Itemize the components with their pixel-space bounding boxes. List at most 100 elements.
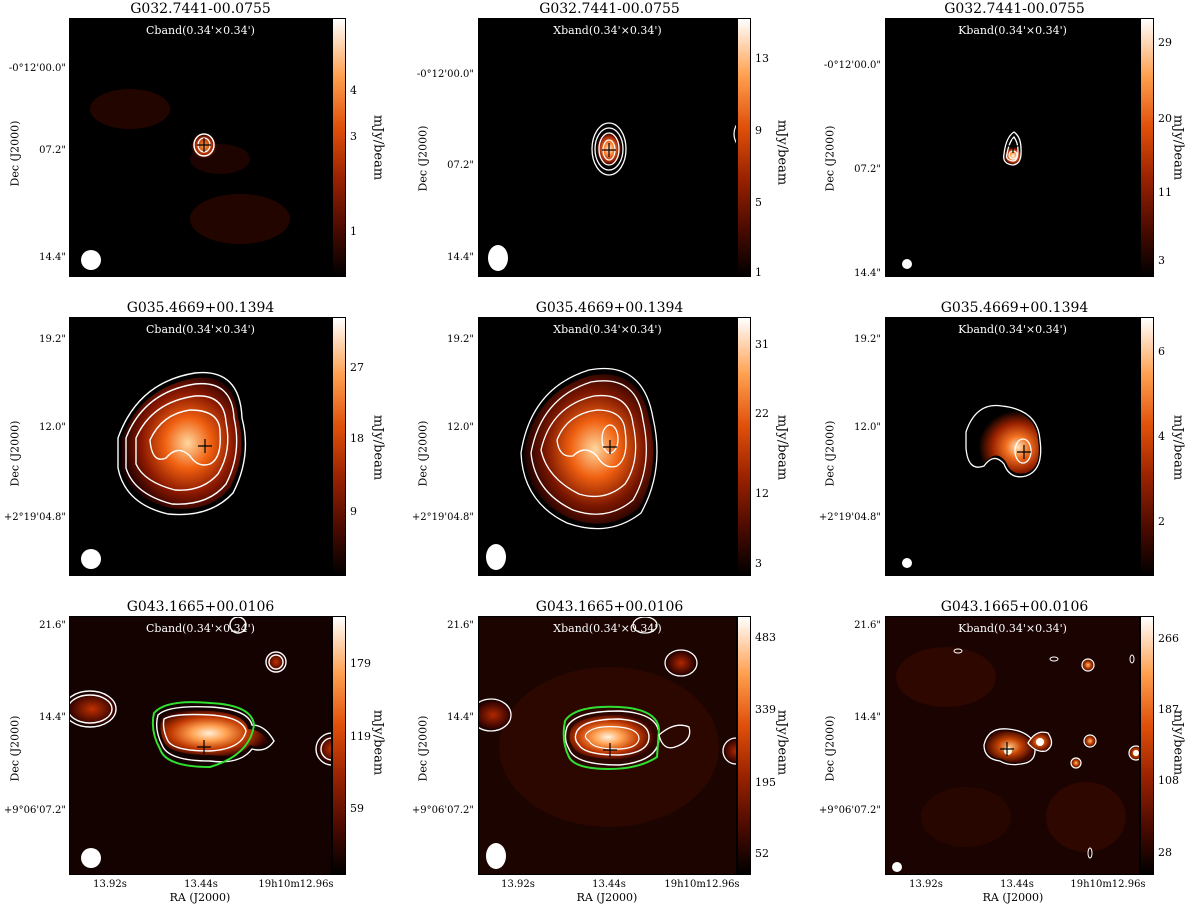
colorbar-tick: 22 [755, 407, 769, 420]
dec-axis-label: Dec (J2000) [823, 715, 837, 782]
colorbar-tick: 28 [1158, 846, 1172, 859]
colorbar-label: mJy/beam [1170, 114, 1186, 181]
band-label: Cband(0.34'×0.34') [146, 622, 255, 635]
panel-title: G035.4669+00.1394 [535, 300, 684, 316]
colorbar-label: mJy/beam [774, 709, 790, 776]
dec-tick-label: 07.2" [854, 164, 881, 175]
ra-tick-label: 13.44s [592, 879, 626, 890]
colorbar-tick: 9 [755, 124, 762, 137]
dec-tick-label: 14.4" [39, 252, 66, 263]
colorbar-tick: 339 [755, 703, 776, 716]
dec-tick-label: 19.2" [39, 334, 66, 345]
colorbar-tick: 59 [350, 802, 364, 815]
band-label: Cband(0.34'×0.34') [146, 24, 255, 37]
colorbar-tick: 52 [755, 847, 769, 860]
panel-title: G032.7441-00.0755 [130, 1, 271, 17]
radio-map-image: Cband(0.34'×0.34') [69, 317, 332, 576]
colorbar-label: mJy/beam [370, 709, 386, 776]
colorbar [332, 18, 346, 277]
band-label: Xband(0.34'×0.34') [553, 323, 662, 336]
ra-tick-label: 13.92s [501, 879, 535, 890]
dec-tick-label: 14.4" [854, 712, 881, 723]
dec-tick-label: 12.0" [447, 422, 474, 433]
colorbar-tick: 29 [1158, 36, 1172, 49]
colorbar-tick: 1 [350, 225, 357, 238]
ra-tick-label: 13.92s [93, 879, 127, 890]
band-label: Xband(0.34'×0.34') [553, 622, 662, 635]
dec-tick-label: +9°06'07.2" [3, 805, 66, 816]
dec-tick-label: -0°12'00.0" [8, 63, 66, 74]
dec-tick-label: +2°19'04.8" [3, 512, 66, 523]
colorbar-tick: 119 [350, 730, 371, 743]
dec-tick-label: -0°12'00.0" [416, 69, 474, 80]
dec-tick-label: 07.2" [39, 145, 66, 156]
colorbar [737, 616, 751, 875]
dec-axis-label: Dec (J2000) [8, 120, 22, 187]
colorbar [1140, 616, 1154, 875]
dec-tick-label: +2°19'04.8" [411, 512, 474, 523]
band-label: Kband(0.34'×0.34') [958, 24, 1067, 37]
dec-tick-label: -0°12'00.0" [823, 60, 881, 71]
dec-tick-label: 19.2" [447, 334, 474, 345]
panel-title: G032.7441-00.0755 [539, 1, 680, 17]
colorbar-tick: 18 [350, 432, 364, 445]
panel-title: G043.1665+00.0106 [126, 599, 275, 615]
colorbar [332, 317, 346, 576]
colorbar-tick: 12 [755, 487, 769, 500]
radio-map-image: Kband(0.34'×0.34') [885, 616, 1140, 875]
colorbar-tick: 13 [755, 52, 769, 65]
dec-tick-label: 07.2" [447, 160, 474, 171]
dec-axis-label: Dec (J2000) [8, 420, 22, 487]
ra-tick-label: 13.44s [184, 879, 218, 890]
dec-tick-label: +9°06'07.2" [411, 805, 474, 816]
panel-title: G035.4669+00.1394 [126, 300, 275, 316]
ra-axis-label: RA (J2000) [169, 891, 231, 904]
ra-tick-label: 19h10m12.96s [664, 879, 740, 890]
colorbar-tick: 4 [350, 84, 357, 97]
dec-tick-label: +9°06'07.2" [818, 805, 881, 816]
colorbar-label: mJy/beam [1170, 414, 1186, 481]
dec-tick-label: 21.6" [854, 620, 881, 631]
ra-tick-label: 13.92s [909, 879, 943, 890]
colorbar-label: mJy/beam [370, 414, 386, 481]
dec-tick-label: 14.4" [447, 712, 474, 723]
dec-tick-label: 12.0" [39, 422, 66, 433]
dec-tick-label: 14.4" [854, 268, 881, 279]
colorbar-tick: 3 [1158, 254, 1165, 267]
colorbar-tick: 187 [1158, 703, 1179, 716]
panel-title: G035.4669+00.1394 [940, 300, 1089, 316]
panel-title: G043.1665+00.0106 [535, 599, 684, 615]
dec-tick-label: 14.4" [39, 712, 66, 723]
panel-title: G032.7441-00.0755 [944, 1, 1085, 17]
radio-map-image: Kband(0.34'×0.34') [885, 18, 1140, 277]
radio-map-image: Kband(0.34'×0.34') [885, 317, 1140, 576]
dec-tick-label: 14.4" [447, 252, 474, 263]
colorbar-tick: 9 [350, 505, 357, 518]
radio-map-image: Cband(0.34'×0.34') [69, 18, 332, 277]
colorbar-tick: 3 [350, 130, 357, 143]
colorbar-tick: 6 [1158, 345, 1165, 358]
colorbar-label: mJy/beam [370, 114, 386, 181]
ra-tick-label: 13.44s [1000, 879, 1034, 890]
colorbar-tick: 483 [755, 631, 776, 644]
ra-tick-label: 19h10m12.96s [258, 879, 334, 890]
radio-map-image: Cband(0.34'×0.34') [69, 616, 332, 875]
dec-axis-label: Dec (J2000) [416, 420, 430, 487]
colorbar-tick: 179 [350, 657, 371, 670]
colorbar-tick: 11 [1158, 186, 1172, 199]
colorbar [1140, 317, 1154, 576]
colorbar-tick: 1 [755, 266, 762, 279]
band-label: Cband(0.34'×0.34') [146, 323, 255, 336]
colorbar-label: mJy/beam [1170, 709, 1186, 776]
dec-axis-label: Dec (J2000) [823, 125, 837, 192]
band-label: Kband(0.34'×0.34') [958, 323, 1067, 336]
colorbar-tick: 266 [1158, 632, 1179, 645]
colorbar-tick: 20 [1158, 112, 1172, 125]
colorbar-label: mJy/beam [774, 119, 790, 186]
dec-axis-label: Dec (J2000) [416, 125, 430, 192]
dec-axis-label: Dec (J2000) [823, 420, 837, 487]
colorbar-tick: 31 [755, 338, 769, 351]
dec-tick-label: 21.6" [447, 620, 474, 631]
panel-title: G043.1665+00.0106 [940, 599, 1089, 615]
dec-tick-label: 19.2" [854, 334, 881, 345]
